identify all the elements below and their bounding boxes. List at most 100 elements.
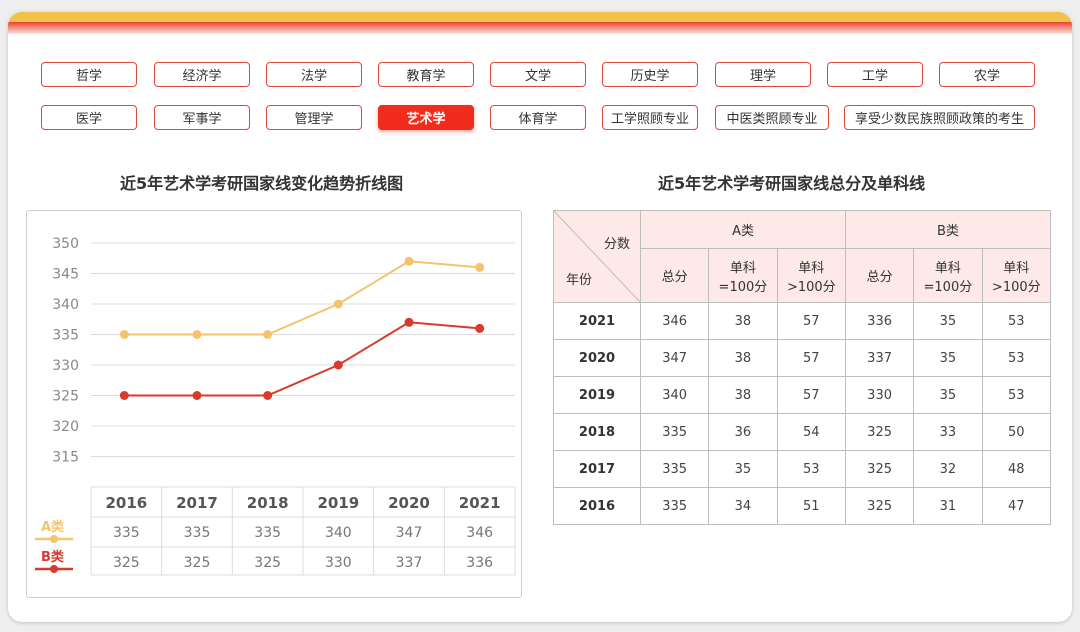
cell-b-total: 325 xyxy=(844,450,915,488)
cell-b-total: 325 xyxy=(844,487,915,525)
data-point xyxy=(404,317,414,327)
b-single-eq-header: 单科 =100分 xyxy=(913,248,983,303)
cell-b-eq: 35 xyxy=(913,376,983,414)
category-tcm-special[interactable]: 中医类照顾专业 xyxy=(715,105,829,130)
data-point xyxy=(475,262,485,272)
cell-b-gt: 53 xyxy=(981,339,1052,377)
category-art-active[interactable]: 艺术学 xyxy=(378,105,474,130)
cell-a-gt: 53 xyxy=(776,450,847,488)
cell-a-gt: 51 xyxy=(776,487,847,525)
cell-b-gt: 50 xyxy=(981,413,1052,451)
cell-a-eq: 38 xyxy=(708,376,778,414)
table-row: 2017 335 35 53 325 32 48 xyxy=(552,450,1052,488)
cell-a-eq: 38 xyxy=(708,302,778,340)
category-military[interactable]: 军事学 xyxy=(154,105,250,130)
cell-b-eq: 33 xyxy=(913,413,983,451)
header-score-label: 分数 xyxy=(604,237,631,252)
data-table-value: 325 xyxy=(184,555,211,571)
data-point xyxy=(192,391,202,400)
category-literature[interactable]: 文学 xyxy=(490,62,586,87)
cell-b-total: 330 xyxy=(844,376,915,414)
category-engineering-special[interactable]: 工学照顾专业 xyxy=(602,105,698,130)
data-table-value: 335 xyxy=(254,525,281,541)
cell-a-total: 335 xyxy=(640,413,710,451)
x-category-label: 2016 xyxy=(105,494,147,512)
line-chart: 350 345 340 335 330 325 320 315 2016 2017 2018 2019… xyxy=(35,236,516,576)
category-education[interactable]: 教育学 xyxy=(378,62,474,87)
cell-a-eq: 35 xyxy=(708,450,778,488)
legend-label: B类 xyxy=(41,549,65,565)
data-point xyxy=(475,323,485,333)
x-category-label: 2018 xyxy=(247,494,289,512)
data-point xyxy=(192,330,202,339)
cell-a-total: 335 xyxy=(640,450,710,488)
table-row: 2016 335 34 51 325 31 47 xyxy=(552,487,1052,525)
cell-a-total: 346 xyxy=(640,302,710,340)
cell-a-total: 340 xyxy=(640,376,710,414)
data-table-value: 346 xyxy=(466,525,493,541)
x-category-label: 2020 xyxy=(388,494,430,512)
cell-year: 2019 xyxy=(552,376,642,414)
category-engineering[interactable]: 工学 xyxy=(827,62,923,87)
data-table-value: 325 xyxy=(113,555,140,571)
cell-b-total: 336 xyxy=(844,302,915,340)
cell-a-gt: 57 xyxy=(776,376,847,414)
line-chart-box: 350 345 340 335 330 325 320 315 2016 2017 2018 2019… xyxy=(26,210,522,598)
data-table-value: 335 xyxy=(113,525,140,541)
b-total-header: 总分 xyxy=(844,248,915,303)
b-single-gt-header: 单科 >100分 xyxy=(981,248,1052,303)
category-minority-policy[interactable]: 享受少数民族照顾政策的考生 xyxy=(844,105,1035,130)
y-tick-label: 320 xyxy=(52,419,79,435)
category-medicine[interactable]: 医学 xyxy=(41,105,137,130)
cell-a-gt: 57 xyxy=(776,339,847,377)
cell-a-total: 335 xyxy=(640,487,710,525)
data-table-value: 337 xyxy=(396,555,423,571)
legend-marker xyxy=(50,565,58,573)
legend-marker xyxy=(50,535,58,543)
a-total-header: 总分 xyxy=(640,248,710,303)
cell-b-eq: 31 xyxy=(913,487,983,525)
cell-year: 2021 xyxy=(552,302,642,340)
data-point xyxy=(119,330,129,339)
category-economics[interactable]: 经济学 xyxy=(154,62,250,87)
cell-b-eq: 35 xyxy=(913,302,983,340)
category-agriculture[interactable]: 农学 xyxy=(939,62,1035,87)
category-philosophy[interactable]: 哲学 xyxy=(41,62,137,87)
data-point xyxy=(333,360,343,370)
header-year-label: 年份 xyxy=(566,273,593,288)
cell-b-eq: 32 xyxy=(913,450,983,488)
cell-b-total: 325 xyxy=(844,413,915,451)
category-science[interactable]: 理学 xyxy=(715,62,811,87)
group-b-header: B类 xyxy=(845,210,1051,249)
header-diagonal-cell: 分数 年份 xyxy=(552,210,642,303)
x-category-label: 2021 xyxy=(459,494,501,512)
category-history[interactable]: 历史学 xyxy=(602,62,698,87)
data-point xyxy=(333,299,343,309)
a-single-gt-header: 单科 >100分 xyxy=(776,248,847,303)
top-red-band xyxy=(8,22,1072,34)
y-tick-label: 335 xyxy=(52,328,79,344)
category-management[interactable]: 管理学 xyxy=(266,105,362,130)
y-tick-label: 325 xyxy=(52,389,79,405)
data-table-value: 325 xyxy=(254,555,281,571)
cell-b-gt: 53 xyxy=(981,376,1052,414)
data-point xyxy=(119,391,129,400)
cell-b-total: 337 xyxy=(844,339,915,377)
y-tick-label: 330 xyxy=(52,358,79,374)
category-law[interactable]: 法学 xyxy=(266,62,362,87)
table-row: 2021 346 38 57 336 35 53 xyxy=(552,302,1052,340)
category-sports[interactable]: 体育学 xyxy=(490,105,586,130)
cell-b-gt: 53 xyxy=(981,302,1052,340)
legend-label: A类 xyxy=(41,519,65,535)
table-title: 近5年艺术学考研国家线总分及单科线 xyxy=(658,174,926,193)
data-table-value: 340 xyxy=(325,525,352,541)
data-table-value: 347 xyxy=(396,525,423,541)
cell-b-eq: 35 xyxy=(913,339,983,377)
x-category-label: 2019 xyxy=(317,494,359,512)
cell-a-eq: 36 xyxy=(708,413,778,451)
y-tick-label: 350 xyxy=(52,236,79,252)
cell-b-gt: 47 xyxy=(981,487,1052,525)
table-row: 2019 340 38 57 330 35 53 xyxy=(552,376,1052,414)
cell-year: 2016 xyxy=(552,487,642,525)
cell-year: 2018 xyxy=(552,413,642,451)
